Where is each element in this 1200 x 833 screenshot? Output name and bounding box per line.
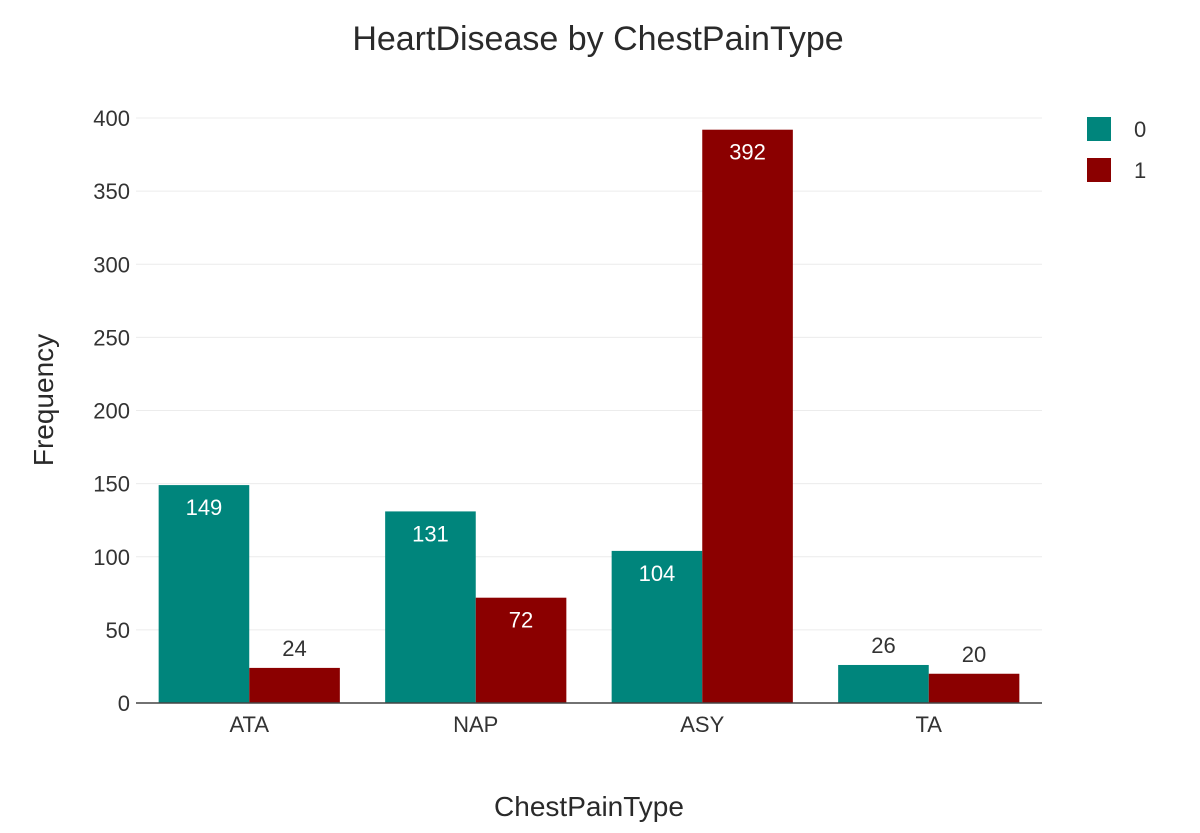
legend-label: 1 xyxy=(1134,158,1146,183)
legend-swatch xyxy=(1087,117,1111,141)
x-tick-label: ATA xyxy=(229,712,269,737)
bar-value-label: 392 xyxy=(729,140,766,165)
bar xyxy=(385,511,476,703)
bar-value-label: 24 xyxy=(282,636,306,661)
bar-value-labels: 149 24 131 72 104 392 26 20 xyxy=(186,140,987,667)
bar-value-label: 131 xyxy=(412,521,449,546)
legend: 01 xyxy=(1087,117,1146,183)
y-tick-label: 400 xyxy=(93,106,130,131)
x-tick-label: TA xyxy=(916,712,943,737)
bar-value-label: 72 xyxy=(509,608,533,633)
y-tick-label: 350 xyxy=(93,179,130,204)
y-tick-label: 0 xyxy=(118,691,130,716)
y-axis-ticks: 0 50 100 150 200 250 300 350 400 xyxy=(93,106,130,716)
legend-swatch xyxy=(1087,158,1111,182)
y-tick-label: 150 xyxy=(93,472,130,497)
bar xyxy=(702,129,793,703)
x-axis-ticks: ATA NAP ASY TA xyxy=(229,712,942,737)
bar xyxy=(611,550,703,703)
chart-title: HeartDisease by ChestPainType xyxy=(352,20,843,58)
legend-label: 0 xyxy=(1134,117,1146,142)
bar-value-label: 20 xyxy=(962,642,986,667)
y-tick-label: 50 xyxy=(106,618,130,643)
bar-value-label: 104 xyxy=(639,561,676,586)
bar xyxy=(928,673,1020,703)
y-axis-title: Frequency xyxy=(28,334,59,466)
y-tick-label: 100 xyxy=(93,545,130,570)
bar xyxy=(158,485,250,703)
gridlines xyxy=(136,117,1042,631)
y-tick-label: 250 xyxy=(93,325,130,350)
y-tick-label: 300 xyxy=(93,252,130,277)
bars xyxy=(158,129,1020,703)
bar xyxy=(249,667,340,703)
bar xyxy=(475,597,567,703)
bar xyxy=(838,664,929,703)
bar-value-label: 26 xyxy=(871,633,895,658)
x-axis-title: ChestPainType xyxy=(494,791,684,822)
bar-value-label: 149 xyxy=(186,495,223,520)
x-tick-label: ASY xyxy=(680,712,724,737)
y-tick-label: 200 xyxy=(93,399,130,424)
x-tick-label: NAP xyxy=(453,712,498,737)
